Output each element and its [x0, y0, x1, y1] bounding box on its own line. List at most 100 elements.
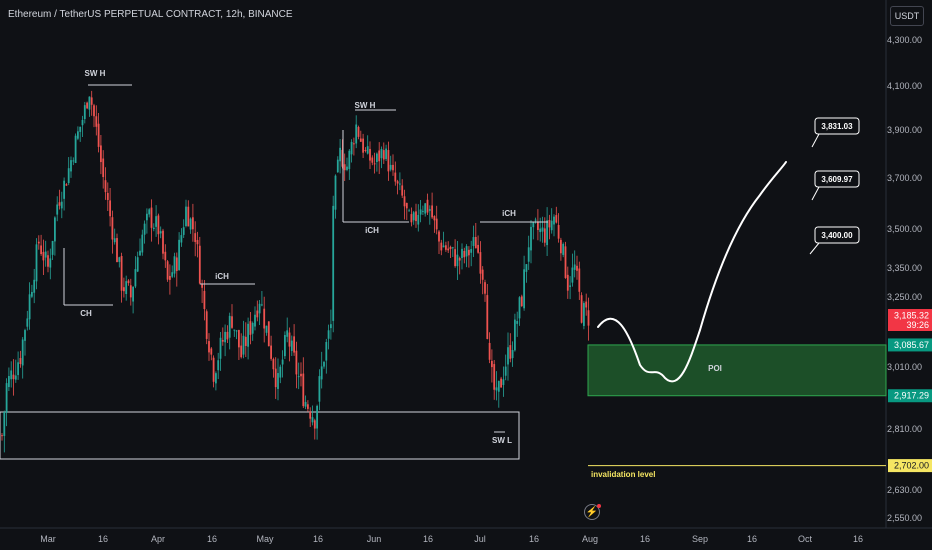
candle-body	[488, 342, 491, 360]
candle-body	[123, 287, 125, 292]
price-tag-label: 2,702.00	[894, 461, 929, 471]
candle-body	[88, 96, 91, 110]
candle-body	[573, 264, 576, 270]
candle-body	[583, 303, 585, 326]
candle-body	[527, 247, 530, 262]
candle-body	[125, 281, 128, 295]
time-tick-label: Aug	[582, 534, 598, 544]
candles-layer	[1, 90, 590, 453]
candle-body	[21, 339, 24, 366]
candle-body	[129, 285, 132, 298]
candle-body	[399, 183, 401, 185]
candle-body	[118, 257, 121, 262]
candle-body	[569, 285, 571, 287]
candle-body	[136, 257, 139, 272]
candle-body	[293, 336, 295, 353]
candle-body	[208, 341, 210, 353]
target-pointer	[811, 186, 820, 201]
candle-body	[516, 321, 519, 324]
candle-body	[474, 236, 477, 249]
candle-body	[104, 180, 107, 193]
candle-body	[491, 360, 493, 368]
candle-body	[334, 175, 337, 210]
candle-body	[58, 202, 61, 206]
candle-body	[254, 314, 256, 327]
candle-body	[380, 148, 383, 159]
candle-body	[67, 168, 70, 184]
price-axis[interactable]: 4,300.00 4,100.00 3,900.00 3,700.00 3,500.00…	[887, 35, 932, 523]
candle-body	[382, 150, 385, 160]
candle-body	[408, 210, 410, 212]
candle-body	[97, 123, 100, 147]
projection-path	[597, 161, 787, 383]
candle-body	[320, 366, 323, 380]
candle-body	[100, 145, 102, 163]
candle-body	[17, 362, 19, 376]
candle-body	[166, 261, 169, 280]
candle-body	[417, 214, 420, 225]
target-label: 3,831.03	[821, 122, 853, 131]
candle-body	[150, 207, 153, 228]
candle-body	[288, 332, 291, 347]
candle-body	[311, 417, 314, 423]
candle-body	[8, 376, 10, 388]
candle-body	[109, 200, 111, 217]
candle-body	[63, 180, 65, 199]
candle-body	[263, 308, 266, 329]
candle-body	[24, 330, 26, 341]
candle-body	[309, 411, 312, 419]
candle-body	[228, 315, 231, 338]
price-tag-label: 3,185.32	[894, 311, 929, 321]
candle-body	[481, 269, 484, 280]
candle-body	[261, 304, 263, 306]
candle-body	[116, 238, 118, 263]
candle-body	[102, 158, 105, 178]
candle-body	[532, 222, 535, 228]
time-tick-label: 16	[529, 534, 539, 544]
candle-body	[392, 164, 394, 171]
candle-body	[353, 143, 355, 145]
target-box	[814, 117, 860, 135]
lightning-icon[interactable]: ⚡	[584, 504, 601, 520]
candle-body	[534, 219, 537, 221]
time-axis[interactable]: Mar 16 Apr 16 May 16 Jun 16 Jul 16 Aug 16 Sep 16 Oct 16	[40, 534, 863, 544]
symbol-title[interactable]: Ethereum / TetherUS PERPETUAL CONTRACT, …	[8, 9, 293, 20]
candle-body	[428, 209, 431, 211]
candle-body	[247, 323, 249, 347]
candle-body	[472, 237, 475, 246]
candle-body	[178, 239, 180, 271]
candle-body	[525, 264, 528, 272]
candle-body	[435, 218, 438, 230]
currency-button[interactable]: USDT	[890, 6, 924, 26]
zones-layer	[0, 344, 887, 467]
candle-body	[394, 172, 397, 182]
candle-body	[359, 138, 362, 142]
candle-body	[201, 284, 203, 288]
candle-body	[458, 258, 461, 261]
candle-body	[42, 251, 45, 261]
support-box	[0, 411, 520, 460]
ich-label-1: iCH	[215, 272, 229, 281]
candle-body	[251, 322, 254, 334]
candle-body	[304, 401, 307, 407]
candle-body	[40, 245, 42, 255]
candle-body	[357, 127, 360, 137]
candle-body	[580, 295, 583, 323]
candle-body	[543, 228, 546, 243]
candle-body	[198, 245, 201, 284]
candle-body	[484, 282, 486, 294]
candle-body	[562, 243, 565, 255]
candle-body	[212, 357, 215, 382]
candle-body	[221, 339, 224, 342]
candle-body	[343, 164, 346, 171]
price-tick-label: 2,810.00	[887, 424, 922, 434]
candle-body	[571, 267, 574, 283]
candle-body	[371, 157, 374, 163]
candle-body	[35, 244, 38, 282]
candle-body	[468, 249, 470, 256]
candle-body	[313, 420, 316, 429]
candle-body	[235, 330, 238, 332]
candle-body	[433, 216, 436, 221]
candle-body	[325, 342, 328, 361]
